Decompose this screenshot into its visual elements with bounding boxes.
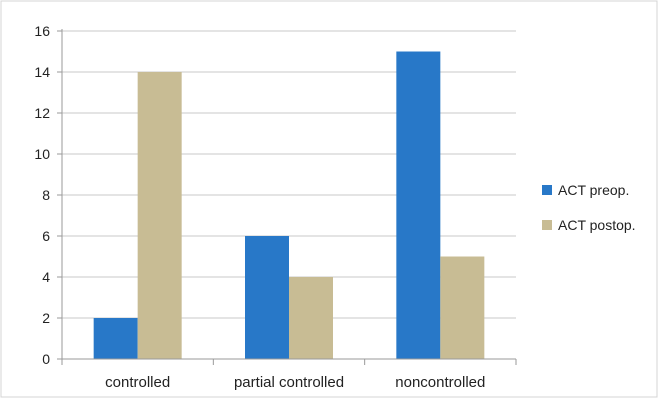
bar-1-noncontrolled xyxy=(396,51,441,359)
legend-swatch-1 xyxy=(542,185,552,195)
y-tick-label-7: 14 xyxy=(34,64,50,80)
y-tick-label-8: 16 xyxy=(34,23,50,39)
x-category-label-1: controlled xyxy=(105,374,170,391)
legend: ACT preop. ACT postop. xyxy=(542,182,636,233)
y-axis-ticks: 0 2 4 6 8 10 12 14 16 xyxy=(34,23,62,367)
bars xyxy=(93,51,485,359)
x-category-label-3: noncontrolled xyxy=(395,374,485,391)
bar-2-partial-controlled xyxy=(289,277,333,359)
bar-2-noncontrolled xyxy=(440,256,485,359)
y-tick-label-3: 6 xyxy=(42,228,50,244)
bar-2-controlled xyxy=(137,72,182,359)
y-tick-label-5: 10 xyxy=(34,146,50,162)
y-tick-label-1: 2 xyxy=(42,310,50,326)
y-tick-label-0: 0 xyxy=(42,351,50,367)
legend-label-2: ACT postop. xyxy=(558,217,636,233)
y-tick-label-6: 12 xyxy=(34,105,50,121)
bar-1-partial-controlled xyxy=(245,236,289,359)
axes xyxy=(61,29,516,360)
x-axis-categories: controlled partial controlled noncontrolle… xyxy=(61,359,517,391)
legend-label-1: ACT preop. xyxy=(558,182,629,198)
y-tick-label-4: 8 xyxy=(42,187,50,203)
bar-1-controlled xyxy=(93,318,138,359)
y-tick-label-2: 4 xyxy=(42,269,50,285)
legend-swatch-2 xyxy=(542,220,552,230)
x-category-label-2: partial controlled xyxy=(234,374,344,391)
